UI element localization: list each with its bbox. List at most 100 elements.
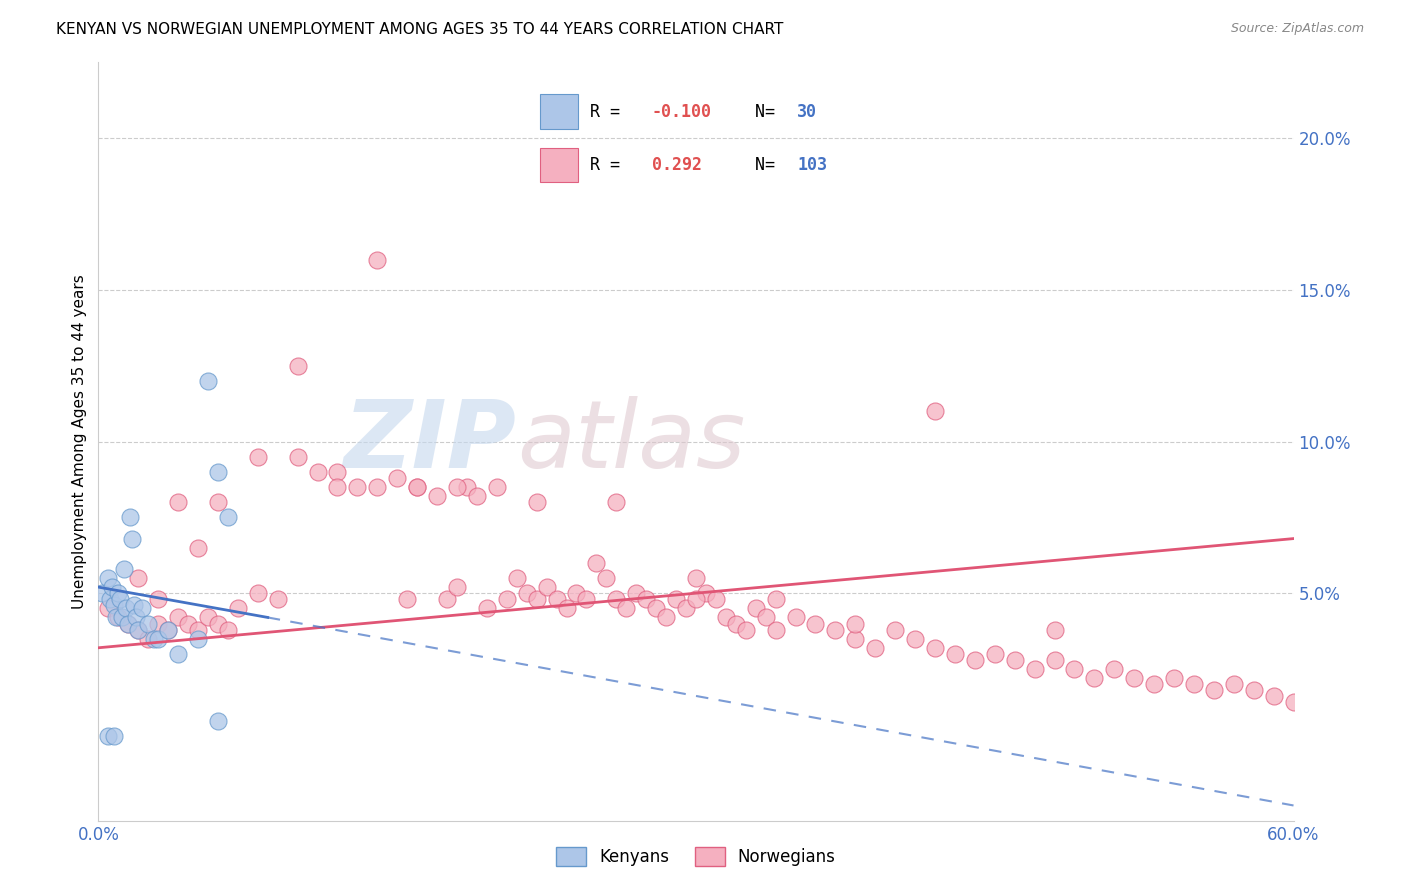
Point <box>984 647 1007 661</box>
Point <box>120 510 142 524</box>
Point <box>704 592 727 607</box>
Point <box>1024 662 1046 676</box>
Point <box>844 632 866 646</box>
Point <box>207 616 229 631</box>
Point <box>326 480 349 494</box>
Point <box>695 586 717 600</box>
Text: ZIP: ZIP <box>344 395 517 488</box>
Point <box>136 632 159 646</box>
Point <box>97 729 120 743</box>
Point <box>131 601 153 615</box>
Point <box>595 571 617 585</box>
Point <box>516 586 538 600</box>
Text: 0.292: 0.292 <box>652 156 702 174</box>
Point <box>177 616 200 631</box>
Point <box>1243 683 1265 698</box>
Point <box>157 623 180 637</box>
Point <box>685 592 707 607</box>
Point <box>943 647 966 661</box>
Point <box>157 623 180 637</box>
Point <box>97 571 120 585</box>
Point <box>143 632 166 646</box>
Text: KENYAN VS NORWEGIAN UNEMPLOYMENT AMONG AGES 35 TO 44 YEARS CORRELATION CHART: KENYAN VS NORWEGIAN UNEMPLOYMENT AMONG A… <box>56 22 783 37</box>
Point <box>1202 683 1225 698</box>
Point <box>187 623 209 637</box>
Point <box>446 480 468 494</box>
Point <box>121 532 143 546</box>
Point <box>385 471 409 485</box>
Legend: Kenyans, Norwegians: Kenyans, Norwegians <box>550 840 842 873</box>
Point <box>685 571 707 585</box>
Point <box>565 586 588 600</box>
Point <box>465 489 488 503</box>
Point <box>217 510 239 524</box>
Point <box>924 640 946 655</box>
Point <box>91 586 114 600</box>
Point <box>1143 677 1166 691</box>
Point <box>745 601 768 615</box>
Point <box>614 601 637 615</box>
Point <box>107 586 129 600</box>
Point <box>456 480 478 494</box>
Point <box>555 601 578 615</box>
Point <box>346 480 368 494</box>
Point <box>115 601 138 615</box>
Point <box>714 610 737 624</box>
Point <box>734 623 756 637</box>
Point <box>107 610 129 624</box>
Point <box>585 556 607 570</box>
Point <box>148 592 170 607</box>
Point <box>963 653 986 667</box>
Text: 103: 103 <box>797 156 827 174</box>
Point <box>475 601 498 615</box>
Point <box>665 592 688 607</box>
Point <box>187 541 209 555</box>
Point <box>626 586 648 600</box>
Point <box>884 623 907 637</box>
Point <box>167 495 190 509</box>
Point <box>226 601 249 615</box>
Point <box>426 489 449 503</box>
Text: -0.100: -0.100 <box>652 103 711 120</box>
Point <box>724 616 747 631</box>
Point <box>167 647 190 661</box>
Point <box>765 592 787 607</box>
Point <box>1043 653 1066 667</box>
Point <box>127 623 149 637</box>
Point <box>124 599 146 613</box>
Point <box>1004 653 1026 667</box>
Point <box>1043 623 1066 637</box>
Point <box>207 714 229 728</box>
Point <box>326 465 349 479</box>
Text: atlas: atlas <box>517 396 745 487</box>
Point <box>765 623 787 637</box>
Point <box>1083 671 1105 685</box>
Point <box>287 359 309 373</box>
Point <box>526 495 548 509</box>
Bar <box>540 147 578 182</box>
Point <box>103 729 125 743</box>
Text: Source: ZipAtlas.com: Source: ZipAtlas.com <box>1230 22 1364 36</box>
Point <box>246 450 269 464</box>
Point <box>103 599 125 613</box>
Point <box>1104 662 1126 676</box>
Point <box>924 404 946 418</box>
Point <box>546 592 568 607</box>
Point <box>105 610 128 624</box>
Point <box>406 480 429 494</box>
Point <box>605 592 627 607</box>
Point <box>536 580 558 594</box>
Point <box>1282 695 1305 709</box>
Point <box>307 465 329 479</box>
Point <box>117 616 139 631</box>
Point <box>655 610 678 624</box>
Point <box>436 592 458 607</box>
Point <box>636 592 658 607</box>
Point <box>575 592 598 607</box>
Point <box>117 616 139 631</box>
Point <box>406 480 429 494</box>
Point <box>526 592 548 607</box>
Point <box>217 623 239 637</box>
Point <box>675 601 697 615</box>
Point <box>97 601 120 615</box>
